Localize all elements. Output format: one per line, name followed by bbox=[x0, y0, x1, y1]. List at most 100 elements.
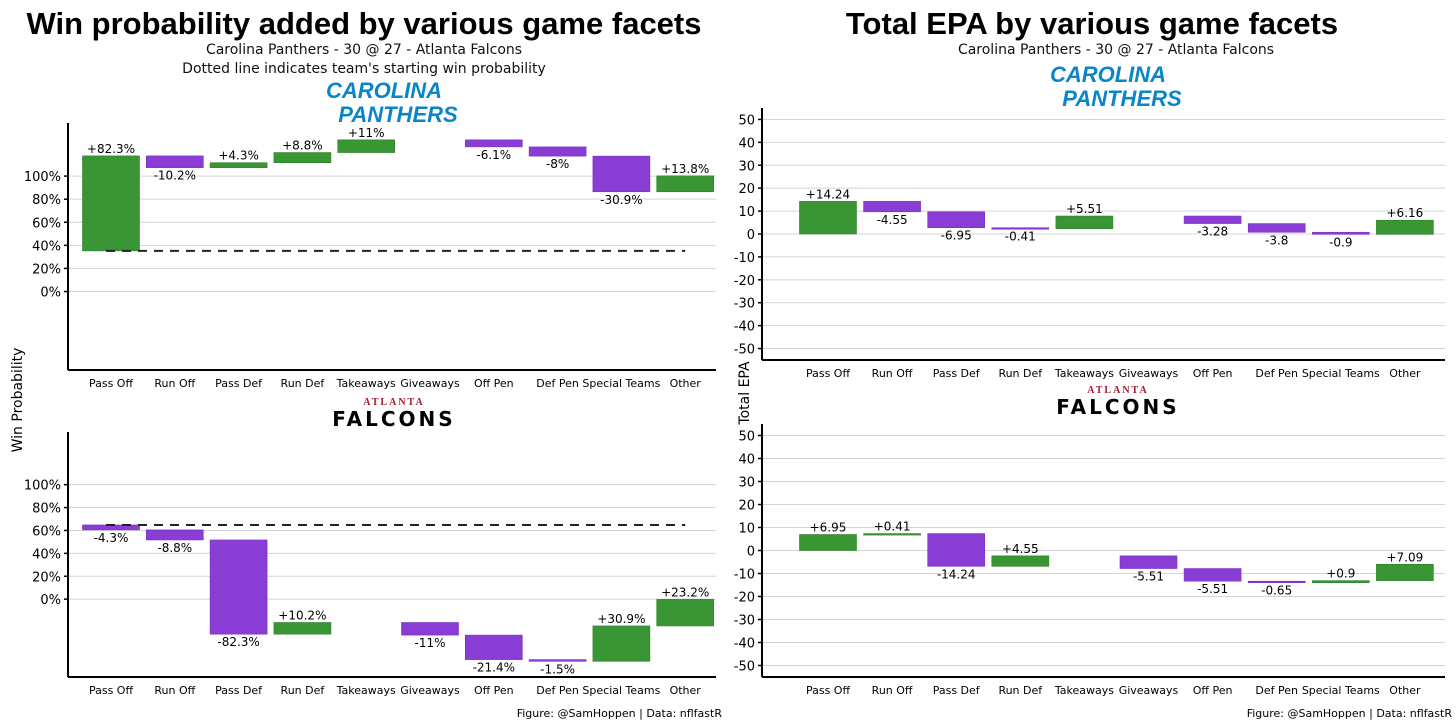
y-tick-label: 40% bbox=[32, 239, 61, 254]
waterfall-bar bbox=[1247, 580, 1306, 584]
bar-value-label: +7.09 bbox=[1387, 550, 1424, 564]
x-category-label: Other bbox=[1389, 367, 1421, 380]
x-category-label: Def Pen bbox=[536, 684, 579, 697]
bar-value-label: -4.55 bbox=[877, 213, 908, 227]
x-category-label: Def Pen bbox=[1255, 684, 1298, 697]
y-tick-label: 0 bbox=[747, 228, 755, 243]
bar-value-label: -5.51 bbox=[1133, 570, 1164, 584]
bar-value-label: -82.3% bbox=[217, 635, 259, 649]
y-tick-label: 0 bbox=[747, 545, 755, 560]
y-tick-label: 80% bbox=[32, 502, 61, 517]
falcons-logo-line1: ATLANTA bbox=[1087, 385, 1148, 396]
x-category-label: Def Pen bbox=[536, 377, 579, 390]
x-category-label: Pass Def bbox=[933, 684, 981, 697]
waterfall-bar bbox=[1376, 219, 1434, 235]
y-tick-label: -20 bbox=[734, 591, 755, 606]
x-category-label: Takeaways bbox=[336, 684, 396, 697]
x-category-label: Off Pen bbox=[1193, 684, 1233, 697]
y-tick-label: -10 bbox=[734, 251, 755, 266]
x-category-label: Special Teams bbox=[1302, 367, 1380, 380]
y-tick-label: 10 bbox=[738, 205, 755, 220]
bar-value-label: +8.8% bbox=[282, 139, 323, 153]
waterfall-bar bbox=[592, 625, 651, 662]
x-category-label: Giveaways bbox=[400, 377, 460, 390]
bar-value-label: -0.65 bbox=[1261, 584, 1292, 598]
x-category-label: Off Pen bbox=[474, 684, 514, 697]
x-category-label: Giveaways bbox=[1119, 684, 1179, 697]
waterfall-bar bbox=[1247, 223, 1306, 233]
x-category-label: Def Pen bbox=[1255, 367, 1298, 380]
bar-value-label: -11% bbox=[414, 636, 445, 650]
y-tick-label: 60% bbox=[32, 216, 61, 231]
y-tick-label: 20 bbox=[738, 499, 755, 514]
y-tick-label: -50 bbox=[734, 660, 755, 675]
bar-value-label: -0.41 bbox=[1005, 230, 1036, 244]
epa-subtitle: Carolina Panthers - 30 @ 27 - Atlanta Fa… bbox=[958, 42, 1274, 58]
bar-value-label: +4.55 bbox=[1002, 542, 1039, 556]
y-tick-label: -20 bbox=[734, 274, 755, 289]
waterfall-bar bbox=[863, 201, 921, 213]
panthers-logo-line1: CAROLINA bbox=[326, 78, 442, 103]
waterfall-bar bbox=[799, 534, 857, 551]
x-category-label: Pass Off bbox=[89, 377, 133, 390]
waterfall-bar bbox=[592, 155, 651, 193]
x-category-label: Special Teams bbox=[582, 377, 660, 390]
waterfall-bar bbox=[528, 146, 587, 157]
waterfall-bar bbox=[401, 622, 459, 636]
waterfall-bar bbox=[1312, 580, 1370, 584]
y-tick-label: 0% bbox=[40, 286, 61, 301]
panthers-logo-line1: CAROLINA bbox=[1050, 62, 1166, 87]
waterfall-bar bbox=[1312, 231, 1370, 235]
x-category-label: Giveaways bbox=[1119, 367, 1179, 380]
waterfall-bar bbox=[1183, 215, 1242, 224]
bar-value-label: +0.9 bbox=[1326, 567, 1355, 581]
y-tick-label: 20 bbox=[738, 182, 755, 197]
x-category-label: Takeaways bbox=[1054, 367, 1114, 380]
x-category-label: Off Pen bbox=[474, 377, 514, 390]
y-tick-label: 0% bbox=[40, 593, 61, 608]
waterfall-bar bbox=[146, 529, 204, 541]
panthers-logo-line2: PANTHERS bbox=[338, 102, 458, 127]
x-category-label: Takeaways bbox=[336, 377, 396, 390]
bar-value-label: +82.3% bbox=[87, 142, 135, 156]
waterfall-bar bbox=[209, 539, 268, 635]
falcons-logo-line2: FALCONS bbox=[332, 407, 455, 431]
bar-value-label: +13.8% bbox=[661, 162, 709, 176]
x-category-label: Run Def bbox=[281, 684, 326, 697]
falcons-logo-line1: ATLANTA bbox=[363, 397, 424, 408]
y-tick-label: 80% bbox=[32, 193, 61, 208]
bar-value-label: -1.5% bbox=[540, 662, 575, 676]
waterfall-bar bbox=[337, 139, 396, 153]
y-tick-label: -30 bbox=[734, 297, 755, 312]
bar-value-label: -10.2% bbox=[154, 169, 196, 183]
bar-value-label: +0.41 bbox=[874, 520, 911, 534]
x-category-label: Run Off bbox=[872, 367, 913, 380]
x-category-label: Run Def bbox=[998, 367, 1043, 380]
y-tick-label: 20% bbox=[32, 570, 61, 585]
x-category-label: Run Def bbox=[998, 684, 1043, 697]
waterfall-bar bbox=[209, 162, 268, 168]
panthers-logo-line2: PANTHERS bbox=[1062, 86, 1182, 111]
bar-value-label: +23.2% bbox=[661, 585, 709, 599]
waterfall-bar bbox=[528, 659, 587, 662]
x-category-label: Special Teams bbox=[1302, 684, 1380, 697]
waterfall-bar bbox=[82, 155, 140, 252]
waterfall-bar bbox=[1119, 555, 1178, 569]
x-category-label: Other bbox=[670, 377, 702, 390]
bar-value-label: -8% bbox=[546, 157, 569, 171]
wp-title: Win probability added by various game fa… bbox=[27, 6, 702, 41]
x-category-label: Pass Off bbox=[806, 367, 850, 380]
bar-value-label: -4.3% bbox=[94, 531, 129, 545]
wp-subtitle: Carolina Panthers - 30 @ 27 - Atlanta Fa… bbox=[206, 42, 522, 58]
waterfall-bar bbox=[273, 152, 332, 164]
waterfall-bar bbox=[991, 555, 1050, 567]
y-tick-label: -10 bbox=[734, 568, 755, 583]
x-category-label: Giveaways bbox=[400, 684, 460, 697]
bar-value-label: -5.51 bbox=[1197, 582, 1228, 596]
bar-value-label: -8.8% bbox=[157, 541, 192, 555]
y-tick-label: 40% bbox=[32, 547, 61, 562]
bar-value-label: -3.28 bbox=[1197, 225, 1228, 239]
y-tick-label: 100% bbox=[24, 170, 61, 185]
epa-footer: Figure: @SamHoppen | Data: nflfastR bbox=[1247, 707, 1453, 720]
